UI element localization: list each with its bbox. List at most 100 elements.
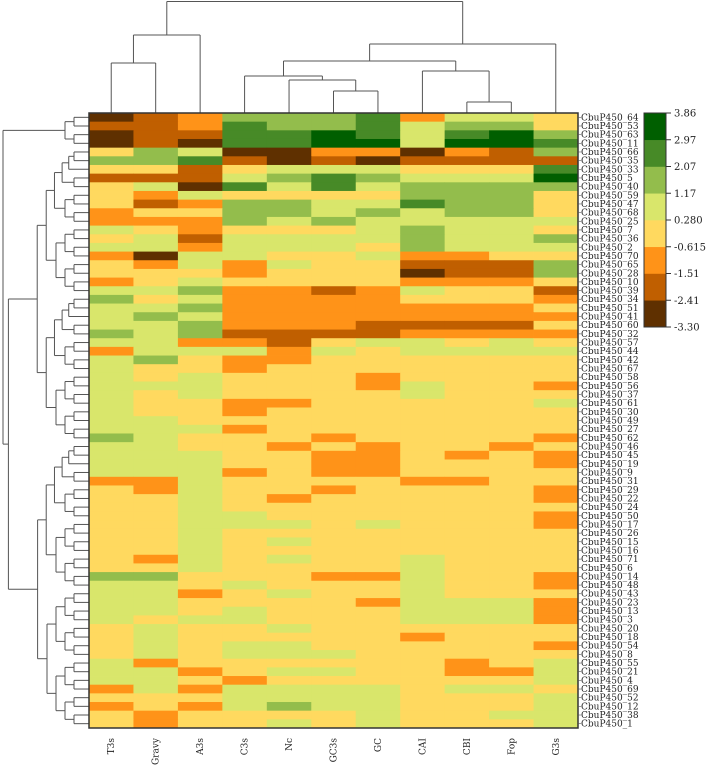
- heatmap-cell: [311, 156, 357, 166]
- heatmap-cell: [489, 546, 534, 556]
- heatmap-cell: [444, 589, 490, 599]
- heatmap-cell: [489, 502, 534, 512]
- heatmap-cell: [400, 624, 446, 634]
- column-label: GC: [374, 738, 384, 752]
- heatmap-cell: [266, 312, 312, 322]
- heatmap-cell: [133, 684, 179, 694]
- heatmap-cell: [400, 251, 446, 261]
- heatmap-cell: [311, 572, 357, 582]
- heatmap-cell: [444, 424, 490, 434]
- heatmap-cell: [89, 164, 134, 175]
- heatmap-cell: [311, 130, 357, 140]
- heatmap-cell: [133, 693, 179, 703]
- heatmap-cell: [400, 173, 446, 183]
- heatmap-cell: [177, 242, 223, 252]
- heatmap-cell: [266, 242, 312, 252]
- row-label: CbuP450_20: [581, 624, 639, 634]
- heatmap-cell: [400, 485, 446, 495]
- row-label: CbuP450_19: [581, 460, 639, 470]
- heatmap-cell: [533, 164, 579, 175]
- heatmap-cell: [311, 476, 357, 486]
- heatmap-cell: [489, 615, 534, 625]
- heatmap-cell: [89, 554, 134, 564]
- heatmap-cell: [177, 121, 223, 131]
- heatmap-cell: [133, 407, 179, 417]
- heatmap-cell: [533, 580, 579, 590]
- heatmap-cell: [355, 346, 401, 356]
- heatmap-cell: [89, 416, 134, 426]
- heatmap-cell: [444, 719, 490, 729]
- heatmap-cell: [89, 598, 134, 608]
- heatmap-cell: [489, 225, 534, 235]
- heatmap-cell: [311, 303, 357, 313]
- heatmap-cell: [489, 676, 534, 686]
- heatmap-cell: [89, 251, 134, 261]
- heatmap-cell: [444, 450, 490, 460]
- heatmap-cell: [222, 511, 268, 521]
- heatmap-cell: [444, 433, 490, 443]
- heatmap-cell: [133, 424, 179, 434]
- heatmap-cell: [444, 624, 490, 634]
- heatmap-cell: [266, 520, 312, 530]
- heatmap-cell: [355, 615, 401, 625]
- heatmap-cell: [355, 242, 401, 252]
- heatmap-cell: [177, 459, 223, 469]
- colorbar-swatch: [644, 166, 666, 194]
- heatmap-cell: [222, 528, 268, 538]
- heatmap-cell: [133, 632, 179, 642]
- heatmap-cell: [444, 676, 490, 686]
- heatmap-cell: [133, 702, 179, 712]
- heatmap-cell: [311, 416, 357, 426]
- heatmap-cell: [400, 433, 446, 443]
- heatmap-cell: [444, 494, 490, 504]
- heatmap-cell: [177, 615, 223, 625]
- heatmap-cell: [133, 606, 179, 616]
- heatmap-cell: [222, 494, 268, 504]
- heatmap-cell: [311, 138, 357, 149]
- heatmap-cell: [533, 277, 579, 287]
- heatmap-cell: [89, 364, 134, 374]
- heatmap-cell: [177, 710, 223, 720]
- heatmap-cell: [311, 277, 357, 287]
- heatmap-cell: [400, 130, 446, 140]
- heatmap-cell: [89, 156, 134, 166]
- heatmap-cell: [177, 520, 223, 530]
- heatmap-cell: [489, 520, 534, 530]
- heatmap-cell: [133, 199, 179, 209]
- heatmap-cell: [355, 372, 401, 382]
- row-label: CbuP450_64: [581, 113, 639, 123]
- heatmap-cell: [311, 563, 357, 573]
- heatmap-cell: [444, 606, 490, 616]
- heatmap-cell: [311, 164, 357, 175]
- heatmap-cell: [400, 390, 446, 400]
- heatmap-cell: [266, 598, 312, 608]
- row-label: CbuP450_28: [581, 269, 639, 279]
- heatmap-cell: [444, 251, 490, 261]
- heatmap-cell: [222, 684, 268, 694]
- heatmap-cell: [533, 676, 579, 686]
- colorbar-swatch: [644, 246, 666, 274]
- heatmap-cell: [133, 312, 179, 322]
- heatmap-cell: [444, 693, 490, 703]
- heatmap-cell: [222, 450, 268, 460]
- row-label: CbuP450_47: [581, 200, 639, 210]
- row-label: CbuP450_39: [581, 287, 639, 297]
- heatmap-cell: [489, 476, 534, 486]
- heatmap-cell: [266, 459, 312, 469]
- heatmap-cell: [89, 234, 134, 244]
- heatmap-cell: [311, 615, 357, 625]
- heatmap-cell: [400, 615, 446, 625]
- heatmap-cell: [311, 459, 357, 469]
- heatmap-cell: [89, 710, 134, 720]
- heatmap-cell: [311, 693, 357, 703]
- heatmap-cell: [489, 485, 534, 495]
- heatmap-cell: [177, 138, 223, 149]
- heatmap-cell: [311, 641, 357, 651]
- heatmap-cell: [133, 520, 179, 530]
- row-label: CbuP450_45: [581, 451, 639, 461]
- heatmap-cell: [489, 442, 534, 452]
- heatmap-cell: [355, 650, 401, 660]
- heatmap-cell: [177, 598, 223, 608]
- heatmap-cell: [266, 208, 312, 218]
